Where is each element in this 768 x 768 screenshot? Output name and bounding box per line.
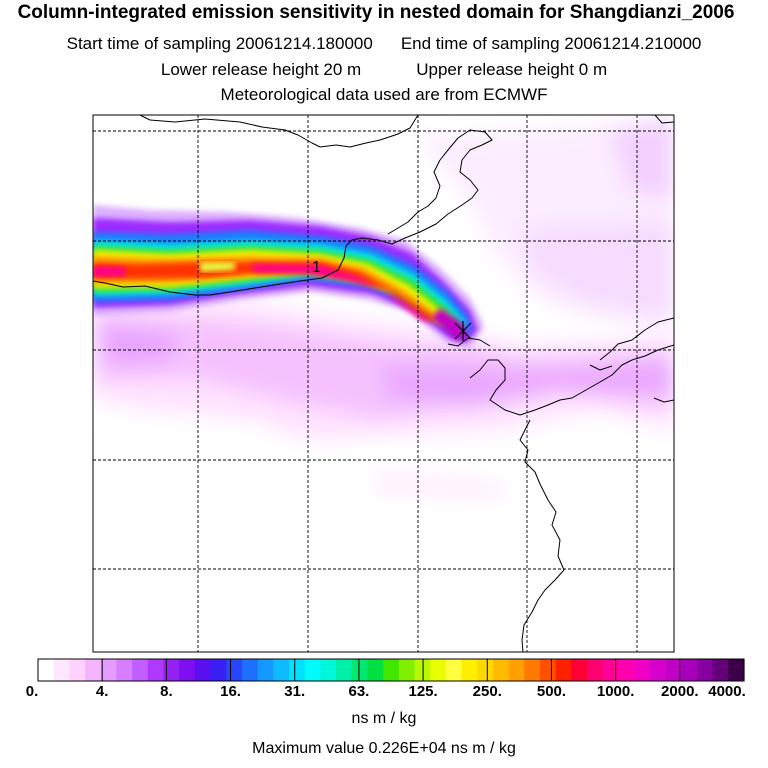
colorbar-cell	[540, 659, 557, 681]
colorbar-cell	[398, 659, 416, 681]
colorbar-tick-label: 16.	[220, 683, 241, 700]
colorbar-cell	[477, 659, 494, 681]
colorbar-cell	[320, 659, 337, 681]
colorbar-cell	[289, 659, 306, 681]
receptor-marker	[454, 321, 472, 341]
lower-release-label: Lower release height 20 m	[160, 60, 362, 79]
colorbar-cell	[304, 659, 321, 681]
colorbar-cell	[226, 659, 243, 681]
colorbar-tick-label: 31.	[284, 683, 306, 700]
colorbar-cell	[194, 659, 212, 681]
colorbar-units: ns m / kg	[351, 710, 417, 727]
colorbar-cell	[445, 659, 463, 681]
colorbar-cell	[665, 659, 682, 681]
colorbar-tick-label: 4000.	[708, 683, 746, 700]
colorbar-cell	[336, 659, 353, 681]
end-time-label: End time of sampling 20061214.210000	[400, 34, 702, 53]
colorbar-cell	[210, 659, 227, 681]
colorbar-cell	[38, 659, 55, 681]
colorbar-cell	[492, 659, 510, 681]
map-panel: 1	[93, 115, 674, 652]
colorbar-cell	[602, 659, 620, 681]
colorbar-cell	[712, 659, 729, 681]
colorbar-cell	[634, 659, 651, 681]
colorbar-cell	[163, 659, 180, 681]
colorbar-cell	[367, 659, 384, 681]
colorbar-cell	[241, 659, 259, 681]
colorbar-cell	[728, 659, 745, 681]
colorbar-cell	[571, 659, 588, 681]
colorbar-cell	[147, 659, 165, 681]
colorbar-ticks	[37, 659, 745, 681]
colorbar-cell	[430, 659, 447, 681]
colorbar-cell	[85, 659, 102, 681]
colorbar-cell	[257, 659, 274, 681]
colorbar-tick-label: 0.	[25, 683, 39, 700]
colorbar-cell	[116, 659, 133, 681]
colorbar-cell	[587, 659, 604, 681]
colorbar-tick-label: 8.	[160, 683, 173, 700]
colorbar-cell	[524, 659, 541, 681]
colorbar-cell	[69, 659, 86, 681]
colorbar-cell	[461, 659, 478, 681]
colorbar-cell	[383, 659, 400, 681]
release-heights: Lower release height 20 m Upper release h…	[0, 60, 768, 80]
colorbar-cell	[132, 659, 149, 681]
upper-release-label: Upper release height 0 m	[416, 60, 608, 79]
colorbar-tick-label: 125.	[408, 683, 438, 700]
colorbar-cell	[351, 659, 369, 681]
colorbar-cell	[100, 659, 118, 681]
colorbar-cell	[508, 659, 525, 681]
colorbar-cell	[681, 659, 698, 681]
colorbar-cell	[618, 659, 635, 681]
plume-label: 1	[312, 259, 321, 276]
coastlines	[93, 115, 674, 652]
colorbar-cell	[555, 659, 573, 681]
colorbar-tick-label: 4.	[95, 683, 109, 700]
colorbar-tick-label: 2000.	[661, 683, 699, 700]
colorbar	[38, 659, 745, 681]
colorbar-tick-label: 500.	[536, 683, 567, 700]
colorbar-cell	[179, 659, 196, 681]
start-time-label: Start time of sampling 20061214.180000	[66, 34, 373, 53]
colorbar-cell	[273, 659, 290, 681]
met-source-label: Meteorological data used are from ECMWF	[220, 85, 548, 104]
map-frame	[92, 114, 675, 653]
colorbar-tick-label: 63.	[348, 683, 370, 700]
colorbar-cell	[696, 659, 714, 681]
colorbar-tick-label: 1000.	[596, 683, 635, 700]
max-value-label: Maximum value 0.226E+04 ns m / kg	[252, 740, 516, 757]
background-sensitivity-field	[93, 118, 674, 500]
colorbar-cell	[53, 659, 70, 681]
colorbar-cell	[649, 659, 667, 681]
sampling-times: Start time of sampling 20061214.180000 En…	[0, 34, 768, 54]
grid-lines	[93, 115, 674, 652]
map-title: Column-integrated emission sensitivity i…	[17, 2, 735, 23]
colorbar-tick-label: 250.	[472, 683, 502, 700]
